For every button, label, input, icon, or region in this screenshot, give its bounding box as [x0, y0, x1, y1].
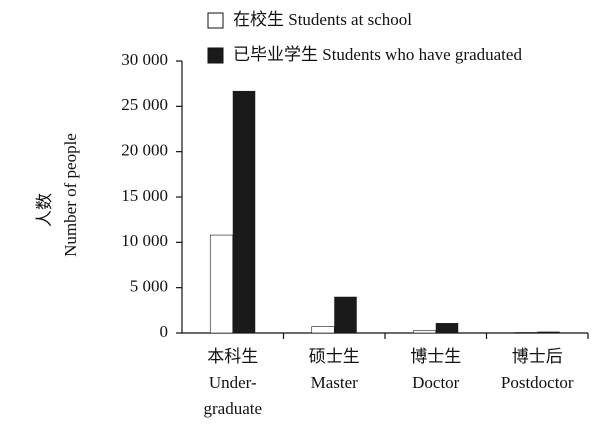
y-axis-label-en: Number of people — [61, 133, 80, 257]
bar — [232, 90, 256, 333]
bar — [412, 330, 437, 334]
y-tick-label: 5 000 — [130, 277, 168, 296]
bar — [537, 331, 560, 333]
bar — [209, 234, 234, 334]
y-tick-label: 10 000 — [121, 231, 168, 250]
bar — [435, 323, 459, 333]
legend-label: 在校生 Students at school — [233, 10, 412, 29]
y-tick-label: 30 000 — [121, 50, 168, 69]
x-tick-label: 博士生 Doctor — [410, 347, 462, 392]
bar — [311, 326, 335, 334]
y-axis-label: 人数 — [35, 193, 54, 227]
x-tick-label: 硕士生 Master — [308, 347, 360, 392]
legend-label: 已毕业学生 Students who have graduated — [233, 45, 522, 64]
y-tick-label: 0 — [160, 322, 169, 341]
legend-swatch — [207, 47, 224, 64]
bar — [334, 296, 357, 333]
y-tick-label: 15 000 — [121, 186, 168, 205]
y-tick-label: 20 000 — [121, 141, 168, 160]
x-tick-label: 本科生 Under- graduate — [203, 347, 263, 418]
legend-swatch — [207, 12, 224, 29]
x-tick-label: 博士后 Postdoctor — [500, 347, 574, 392]
y-tick-label: 25 000 — [121, 95, 168, 114]
